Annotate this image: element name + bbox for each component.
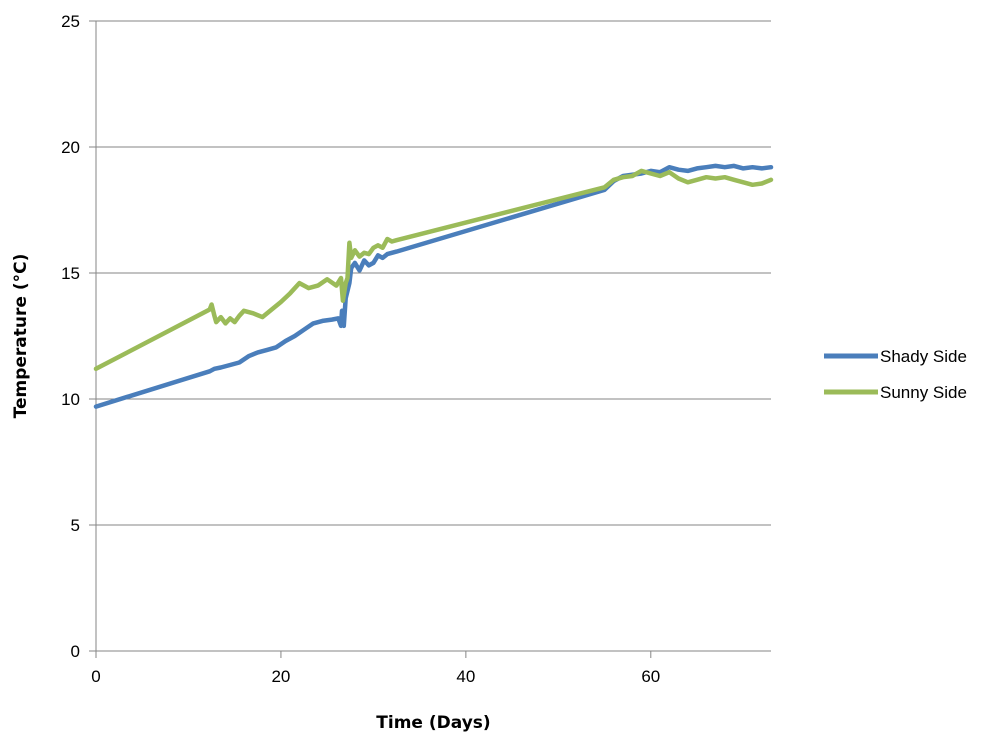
y-axis-title: Temperature (°C)	[11, 254, 31, 419]
y-tick-label-25: 25	[61, 12, 80, 31]
y-tick-label-5: 5	[71, 516, 80, 535]
axes	[89, 20, 771, 658]
axis-titles: Time (Days) Temperature (°C)	[11, 254, 491, 733]
legend-label-sunny-side: Sunny Side	[880, 383, 967, 402]
legend: Shady Side Sunny Side	[824, 347, 967, 402]
x-tick-label-40: 40	[456, 667, 475, 686]
series-line-shady-side	[93, 163, 774, 409]
y-tick-label-20: 20	[61, 138, 80, 157]
y-tick-label-10: 10	[61, 390, 80, 409]
series-lines	[93, 163, 774, 409]
x-tick-label-0: 0	[91, 667, 100, 686]
gridlines	[96, 20, 771, 526]
y-tick-label-15: 15	[61, 264, 80, 283]
x-axis-title: Time (Days)	[376, 713, 490, 733]
legend-label-shady-side: Shady Side	[880, 347, 967, 366]
series-line-sunny-side	[93, 168, 774, 372]
tick-labels: 0 5 10 15 20 25 0 20 40 60	[61, 12, 660, 686]
x-tick-label-20: 20	[271, 667, 290, 686]
y-tick-label-0: 0	[71, 642, 80, 661]
x-tick-label-60: 60	[641, 667, 660, 686]
